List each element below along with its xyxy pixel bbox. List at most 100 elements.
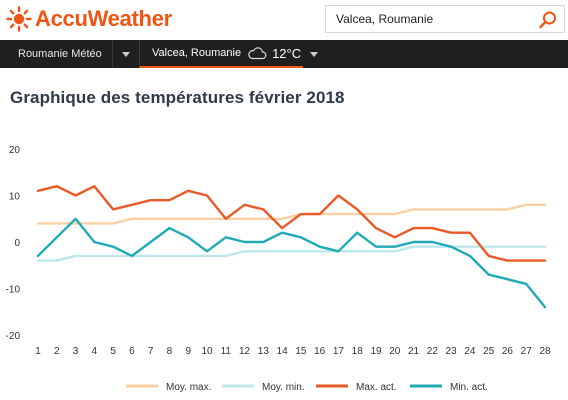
country-menu[interactable]: Roumanie Météo: [0, 40, 112, 68]
location-dropdown-toggle[interactable]: [303, 40, 325, 68]
data-point-s3-1: [56, 236, 58, 238]
data-point-s3-3: [93, 241, 95, 243]
data-point-s2-11: [243, 204, 246, 206]
data-point-s2-25: [506, 260, 509, 262]
data-point-s2-21: [431, 227, 433, 229]
data-point-s1-7: [168, 255, 171, 257]
data-point-s0-3: [93, 222, 95, 224]
data-point-s2-9: [206, 194, 208, 197]
x-tick-label: 13: [258, 346, 270, 357]
data-point-s2-13: [281, 227, 283, 229]
y-tick-label: 10: [9, 192, 21, 203]
data-point-s2-4: [112, 208, 114, 211]
data-point-s0-22: [450, 208, 452, 211]
data-point-s0-24: [488, 208, 490, 211]
data-point-s2-24: [488, 255, 490, 257]
data-point-s2-6: [150, 199, 152, 201]
country-dropdown-toggle[interactable]: [112, 40, 138, 68]
search-icon[interactable]: [538, 10, 558, 30]
x-tick-label: 25: [483, 346, 495, 357]
x-tick-label: 23: [446, 346, 458, 357]
data-point-s0-27: [544, 204, 546, 206]
data-point-s3-25: [506, 278, 509, 280]
y-tick-label: 0: [14, 238, 20, 249]
data-point-s1-9: [206, 255, 208, 257]
page-title: Graphique des températures février 2018: [10, 88, 345, 107]
accuweather-logo[interactable]: AccuWeather: [6, 6, 172, 32]
data-point-s0-18: [375, 213, 377, 215]
data-point-s3-15: [319, 246, 321, 248]
data-point-s1-4: [112, 255, 114, 257]
data-point-s1-3: [93, 255, 95, 257]
data-point-s2-2: [74, 194, 77, 197]
data-point-s1-10: [225, 255, 227, 257]
data-point-s3-23: [469, 255, 471, 257]
data-point-s0-0: [37, 222, 39, 224]
x-tick-label: 3: [73, 346, 79, 357]
data-point-s2-5: [131, 204, 133, 206]
data-point-s1-24: [488, 246, 490, 248]
x-tick-label: 16: [314, 346, 326, 357]
data-point-s3-19: [394, 246, 396, 248]
data-point-s3-12: [262, 241, 264, 243]
data-point-s2-15: [319, 213, 321, 215]
data-point-s1-18: [375, 250, 377, 252]
series-line-2: [36, 184, 547, 262]
data-point-s3-6: [150, 241, 152, 243]
current-temperature: 12°C: [272, 45, 302, 61]
data-point-s0-17: [356, 213, 358, 215]
y-tick-label: -10: [6, 285, 21, 296]
data-point-s2-10: [225, 218, 227, 220]
data-point-s2-1: [56, 185, 58, 187]
data-point-s2-18: [375, 227, 377, 229]
data-point-s1-25: [506, 246, 509, 248]
data-point-s3-26: [525, 283, 527, 285]
search-input[interactable]: [326, 6, 532, 32]
data-point-s0-5: [131, 218, 133, 220]
data-point-s3-5: [131, 255, 133, 257]
navigation-bar: Roumanie Météo Valcea, Roumanie 12°C: [0, 40, 568, 68]
x-tick-label: 7: [148, 346, 154, 357]
data-point-s2-8: [187, 190, 189, 192]
data-point-s2-12: [262, 208, 264, 211]
data-point-s1-13: [281, 250, 283, 252]
x-tick-label: 28: [539, 346, 551, 357]
chevron-down-icon: [310, 51, 318, 57]
data-point-s0-7: [168, 218, 171, 220]
legend-label: Min. act.: [450, 382, 488, 393]
data-point-s0-12: [262, 218, 264, 220]
data-point-s3-14: [300, 236, 302, 238]
x-tick-label: 5: [110, 346, 116, 357]
location-name: Valcea, Roumanie: [152, 47, 242, 59]
data-point-s2-3: [93, 185, 95, 187]
x-tick-label: 9: [185, 346, 191, 357]
data-point-s1-26: [525, 246, 527, 248]
data-point-s3-18: [375, 246, 377, 248]
data-point-s0-19: [394, 213, 396, 215]
x-tick-label: 4: [92, 346, 98, 357]
x-tick-label: 10: [201, 346, 213, 357]
x-tick-label: 14: [277, 346, 289, 357]
data-point-s2-0: [37, 190, 39, 192]
x-tick-label: 19: [370, 346, 382, 357]
x-tick-label: 27: [521, 346, 533, 357]
series-line-1: [36, 245, 547, 262]
data-point-s1-2: [74, 255, 77, 257]
legend-label: Max. act.: [356, 382, 397, 393]
data-point-s1-11: [243, 250, 246, 252]
y-tick-label: 20: [9, 145, 21, 156]
data-point-s2-27: [544, 260, 546, 262]
x-tick-label: 17: [333, 346, 345, 357]
data-point-s0-2: [74, 222, 77, 224]
legend-label: Moy. max.: [166, 382, 211, 393]
data-point-s2-19: [394, 236, 396, 238]
data-point-s3-21: [431, 241, 433, 243]
data-point-s3-20: [412, 241, 415, 243]
search-box[interactable]: [325, 5, 565, 33]
data-point-s3-7: [168, 227, 171, 229]
data-point-s0-13: [281, 218, 283, 220]
data-point-s0-25: [506, 208, 509, 211]
data-point-s1-23: [469, 246, 471, 248]
current-location[interactable]: Valcea, Roumanie 12°C: [139, 40, 303, 68]
